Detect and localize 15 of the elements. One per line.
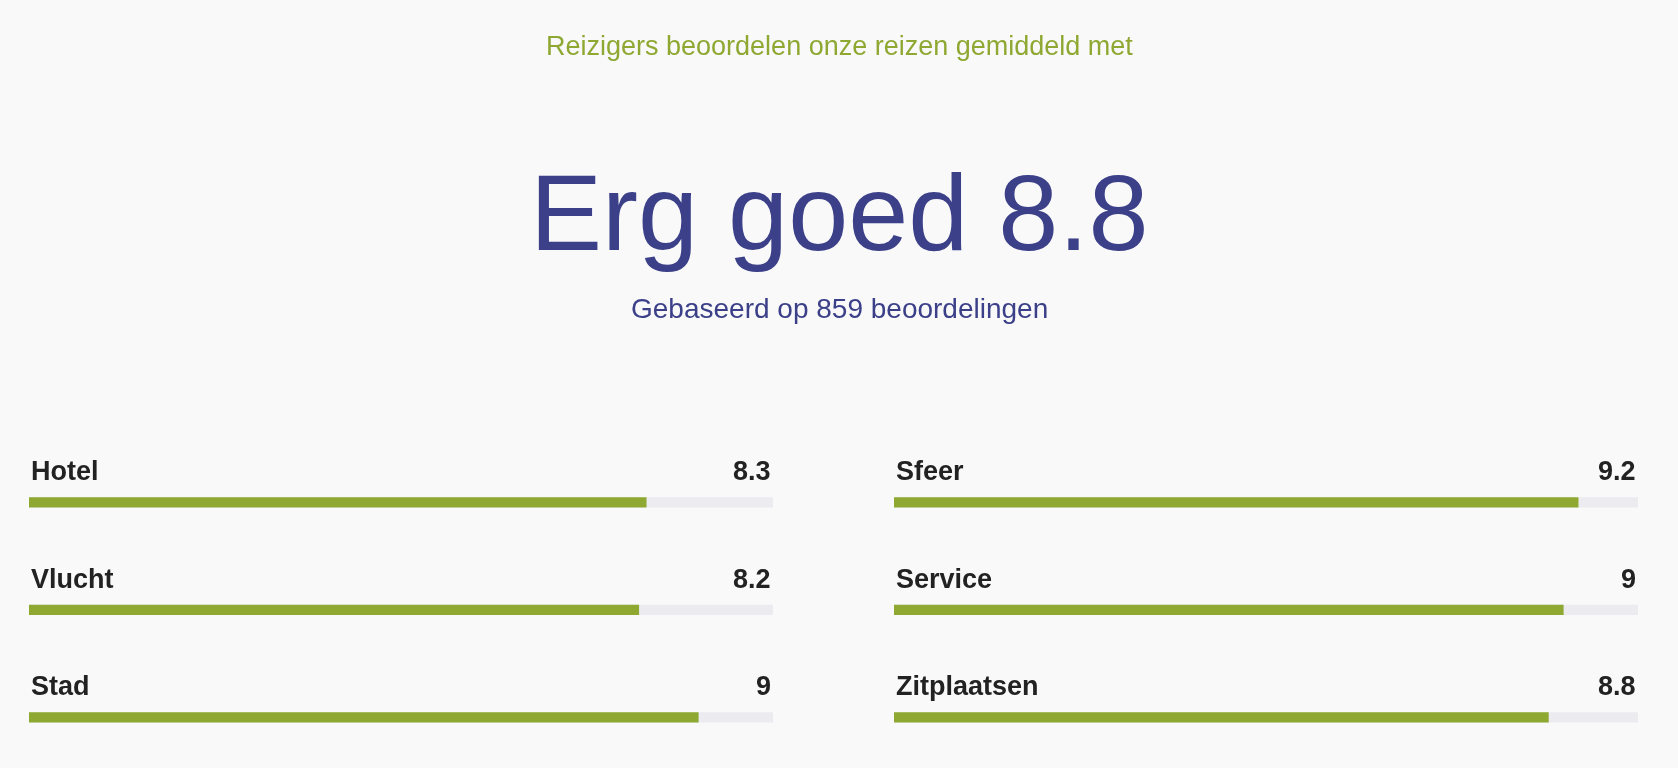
y-tick-label: Service <box>896 564 993 594</box>
data-label: 8.2 <box>733 564 771 594</box>
data-label: 8.8 <box>1598 671 1636 701</box>
y-tick-label: Hotel <box>31 456 99 486</box>
data-label: 9 <box>1621 564 1637 594</box>
y-tick-label: Zitplaatsen <box>896 671 1039 701</box>
text: Gebaseerd op 859 beoordelingen <box>631 293 1049 324</box>
data-label: 9.2 <box>1598 456 1636 486</box>
data-label: 8.3 <box>733 456 771 486</box>
y-tick-label: Vlucht <box>31 564 114 594</box>
text: Erg goed 8.8 <box>530 152 1149 273</box>
data-label: 9 <box>756 671 772 701</box>
y-tick-label: Sfeer <box>896 456 965 486</box>
y-tick-label: Stad <box>31 671 90 701</box>
text: Reizigers beoordelen onze reizen gemiddeld met <box>546 31 1134 61</box>
